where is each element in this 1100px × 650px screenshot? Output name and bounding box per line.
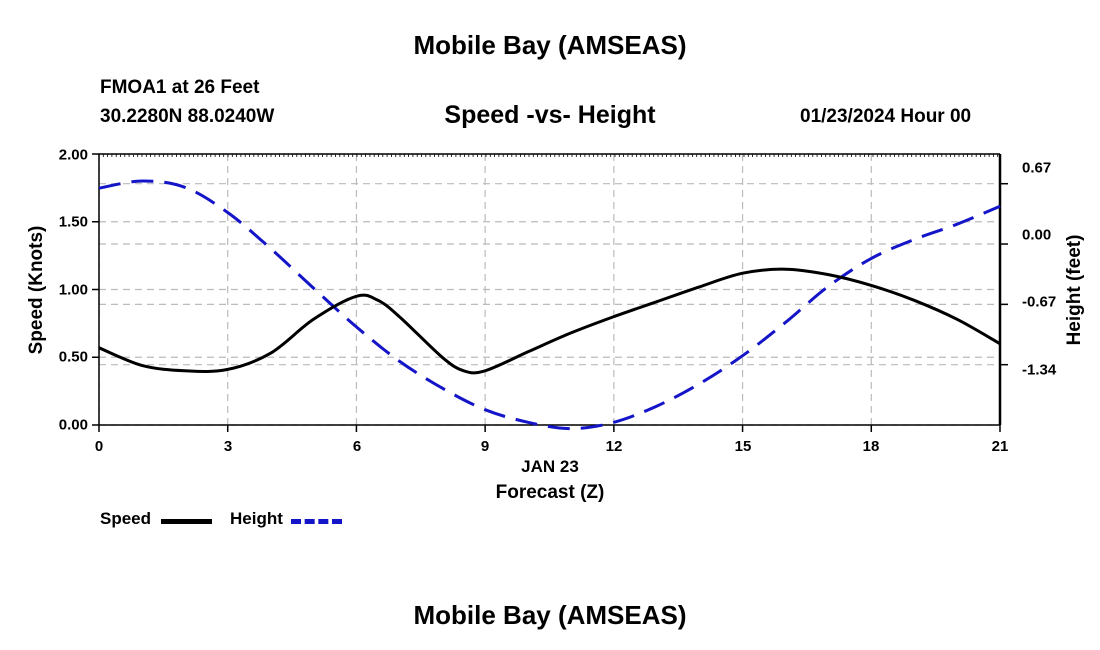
y-left-tick-label: 0.50 — [58, 348, 88, 366]
top-title: Mobile Bay (AMSEAS) — [413, 30, 687, 60]
station-label: FMOA1 at 26 Feet — [100, 77, 260, 98]
forecast-date: 01/23/2024 Hour 00 — [800, 106, 972, 127]
y-right-tick-label: -1.34 — [1022, 361, 1057, 379]
coordinates-label: 30.2280N 88.0240W — [100, 106, 275, 127]
y-right-tick-label: 0.67 — [1022, 159, 1052, 177]
y-left-tick-label: 2.00 — [58, 146, 88, 164]
x-tick-label: 0 — [94, 438, 104, 455]
height-series-line — [98, 179, 1001, 431]
y-left-tick-label: 1.50 — [58, 213, 88, 231]
legend-height-label: Height — [230, 509, 283, 528]
x-axis-label: Forecast (Z) — [495, 482, 605, 503]
y-right-tick-label: 0.00 — [1022, 226, 1052, 244]
y-axis-right-label: Height (feet) — [1064, 234, 1085, 346]
x-tick-label: 21 — [991, 438, 1009, 455]
y-left-tick-label: 0.00 — [58, 416, 88, 434]
x-tick-label: 12 — [605, 438, 623, 455]
y-right-tick-label: -0.67 — [1022, 293, 1057, 311]
bottom-title: Mobile Bay (AMSEAS) — [413, 600, 687, 630]
y-left-tick-label: 1.00 — [58, 281, 88, 299]
legend-speed-label: Speed — [100, 509, 152, 528]
x-axis-date-label: JAN 23 — [521, 457, 579, 476]
y-axis-left-label: Speed (Knots) — [26, 225, 47, 355]
x-tick-label: 9 — [480, 438, 490, 455]
x-tick-label: 6 — [352, 438, 362, 455]
legend-height-swatch — [291, 519, 342, 524]
x-tick-label: 3 — [223, 438, 233, 455]
x-tick-label: 18 — [862, 438, 880, 455]
chart-title: Speed -vs- Height — [444, 101, 656, 129]
speed-series-line — [98, 267, 1001, 375]
legend-speed-swatch — [161, 519, 212, 524]
x-tick-label: 15 — [734, 438, 752, 455]
